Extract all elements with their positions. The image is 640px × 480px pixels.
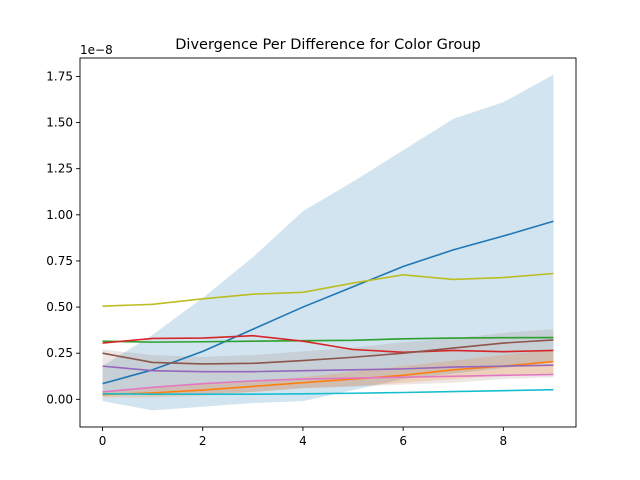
y-scale-label: 1e−8 — [80, 43, 113, 57]
plot-frame — [79, 57, 577, 428]
band-1 — [102, 74, 554, 411]
series-lines — [102, 220, 554, 396]
chart-title: Divergence Per Difference for Color Grou… — [175, 37, 480, 53]
y-tick-label: 0.75 — [46, 254, 73, 268]
y-tick-label: 0.50 — [46, 300, 73, 314]
series-line-2 — [102, 360, 554, 396]
y-tick-label: 0.25 — [46, 346, 73, 360]
y-tick-label: 1.50 — [46, 116, 73, 130]
series-line-7 — [102, 373, 554, 393]
series-line-1 — [102, 220, 554, 385]
y-tick-label: 1.25 — [46, 162, 73, 176]
series-line-9 — [102, 388, 554, 395]
x-tick-label: 2 — [199, 434, 207, 448]
y-tick-label: 1.00 — [46, 208, 73, 222]
x-tick-label: 6 — [399, 434, 407, 448]
x-tick-label: 0 — [99, 434, 107, 448]
series-line-4 — [102, 334, 554, 354]
x-tick-label: 4 — [299, 434, 307, 448]
series-line-3 — [102, 336, 554, 343]
y-tick-label: 1.75 — [46, 69, 73, 83]
y-tick-label: 0.00 — [46, 392, 73, 406]
series-line-6 — [102, 339, 554, 365]
band-3 — [102, 329, 554, 396]
series-line-8 — [102, 272, 554, 307]
band-2 — [102, 349, 554, 398]
x-tick-label: 8 — [500, 434, 508, 448]
series-line-5 — [102, 364, 554, 373]
confidence-bands — [102, 74, 554, 411]
axes: 0 2 4 6 8 0.00 0.25 0.50 0.75 1.00 1.25 1.50 1.75 — [46, 57, 577, 448]
